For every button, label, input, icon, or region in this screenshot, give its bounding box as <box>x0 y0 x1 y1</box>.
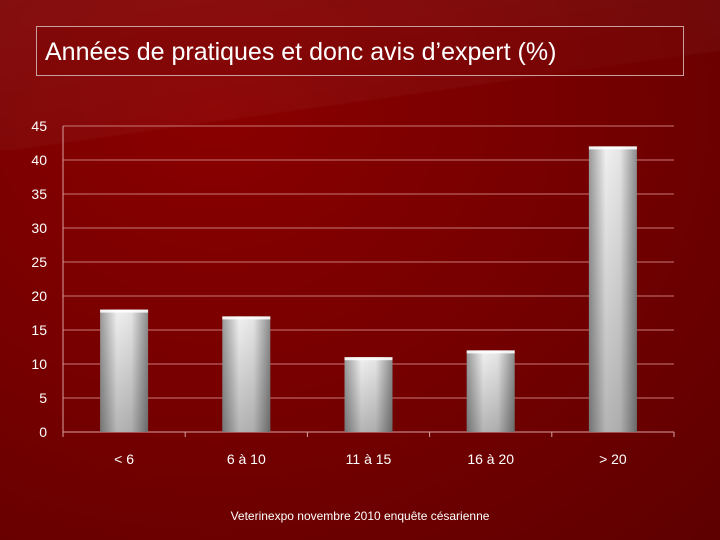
x-tick-label: 6 à 10 <box>227 451 266 467</box>
y-tick-labels: 0 5 10 15 20 25 30 35 40 45 <box>31 118 47 440</box>
bars <box>100 146 637 432</box>
x-tick-label: < 6 <box>114 451 134 467</box>
y-tick-label: 30 <box>31 220 47 236</box>
bar <box>344 357 393 432</box>
bar-shade <box>222 316 271 432</box>
x-tick-labels: < 6 6 à 10 11 à 15 16 à 20 > 20 <box>114 451 627 467</box>
bar-shade <box>588 146 637 432</box>
y-tick-label: 35 <box>31 186 47 202</box>
bar-shade <box>344 357 393 432</box>
x-tick-label: 16 à 20 <box>467 451 514 467</box>
y-tick-label: 15 <box>31 322 47 338</box>
bar <box>100 309 149 432</box>
bar-shade <box>466 350 515 432</box>
bar-chart: 0 5 10 15 20 25 30 35 40 45 < 6 6 à 10 11 à 15 16 à … <box>31 118 675 467</box>
bar-top-highlight <box>466 350 515 354</box>
x-tick-label: > 20 <box>599 451 627 467</box>
bar <box>466 350 515 432</box>
x-tick-label: 11 à 15 <box>346 451 392 467</box>
y-tick-label: 0 <box>39 424 47 440</box>
bar <box>222 316 271 432</box>
bar-top-highlight <box>588 146 637 150</box>
y-tick-label: 20 <box>31 288 47 304</box>
bar-top-highlight <box>344 357 393 361</box>
chart-title: Années de pratiques et donc avis d’exper… <box>45 38 557 66</box>
y-tick-label: 45 <box>31 118 47 134</box>
bar-top-highlight <box>100 309 149 313</box>
y-tick-label: 10 <box>31 356 47 372</box>
title-box: Années de pratiques et donc avis d’exper… <box>36 26 684 76</box>
bar <box>588 146 637 432</box>
y-tick-label: 40 <box>31 152 47 168</box>
bar-shade <box>100 309 149 432</box>
gridlines <box>63 125 674 399</box>
bar-top-highlight <box>222 316 271 320</box>
y-tick-label: 5 <box>39 390 47 406</box>
footer-source: Veterinexpo novembre 2010 enquête césari… <box>230 509 490 523</box>
y-tick-label: 25 <box>31 254 47 270</box>
